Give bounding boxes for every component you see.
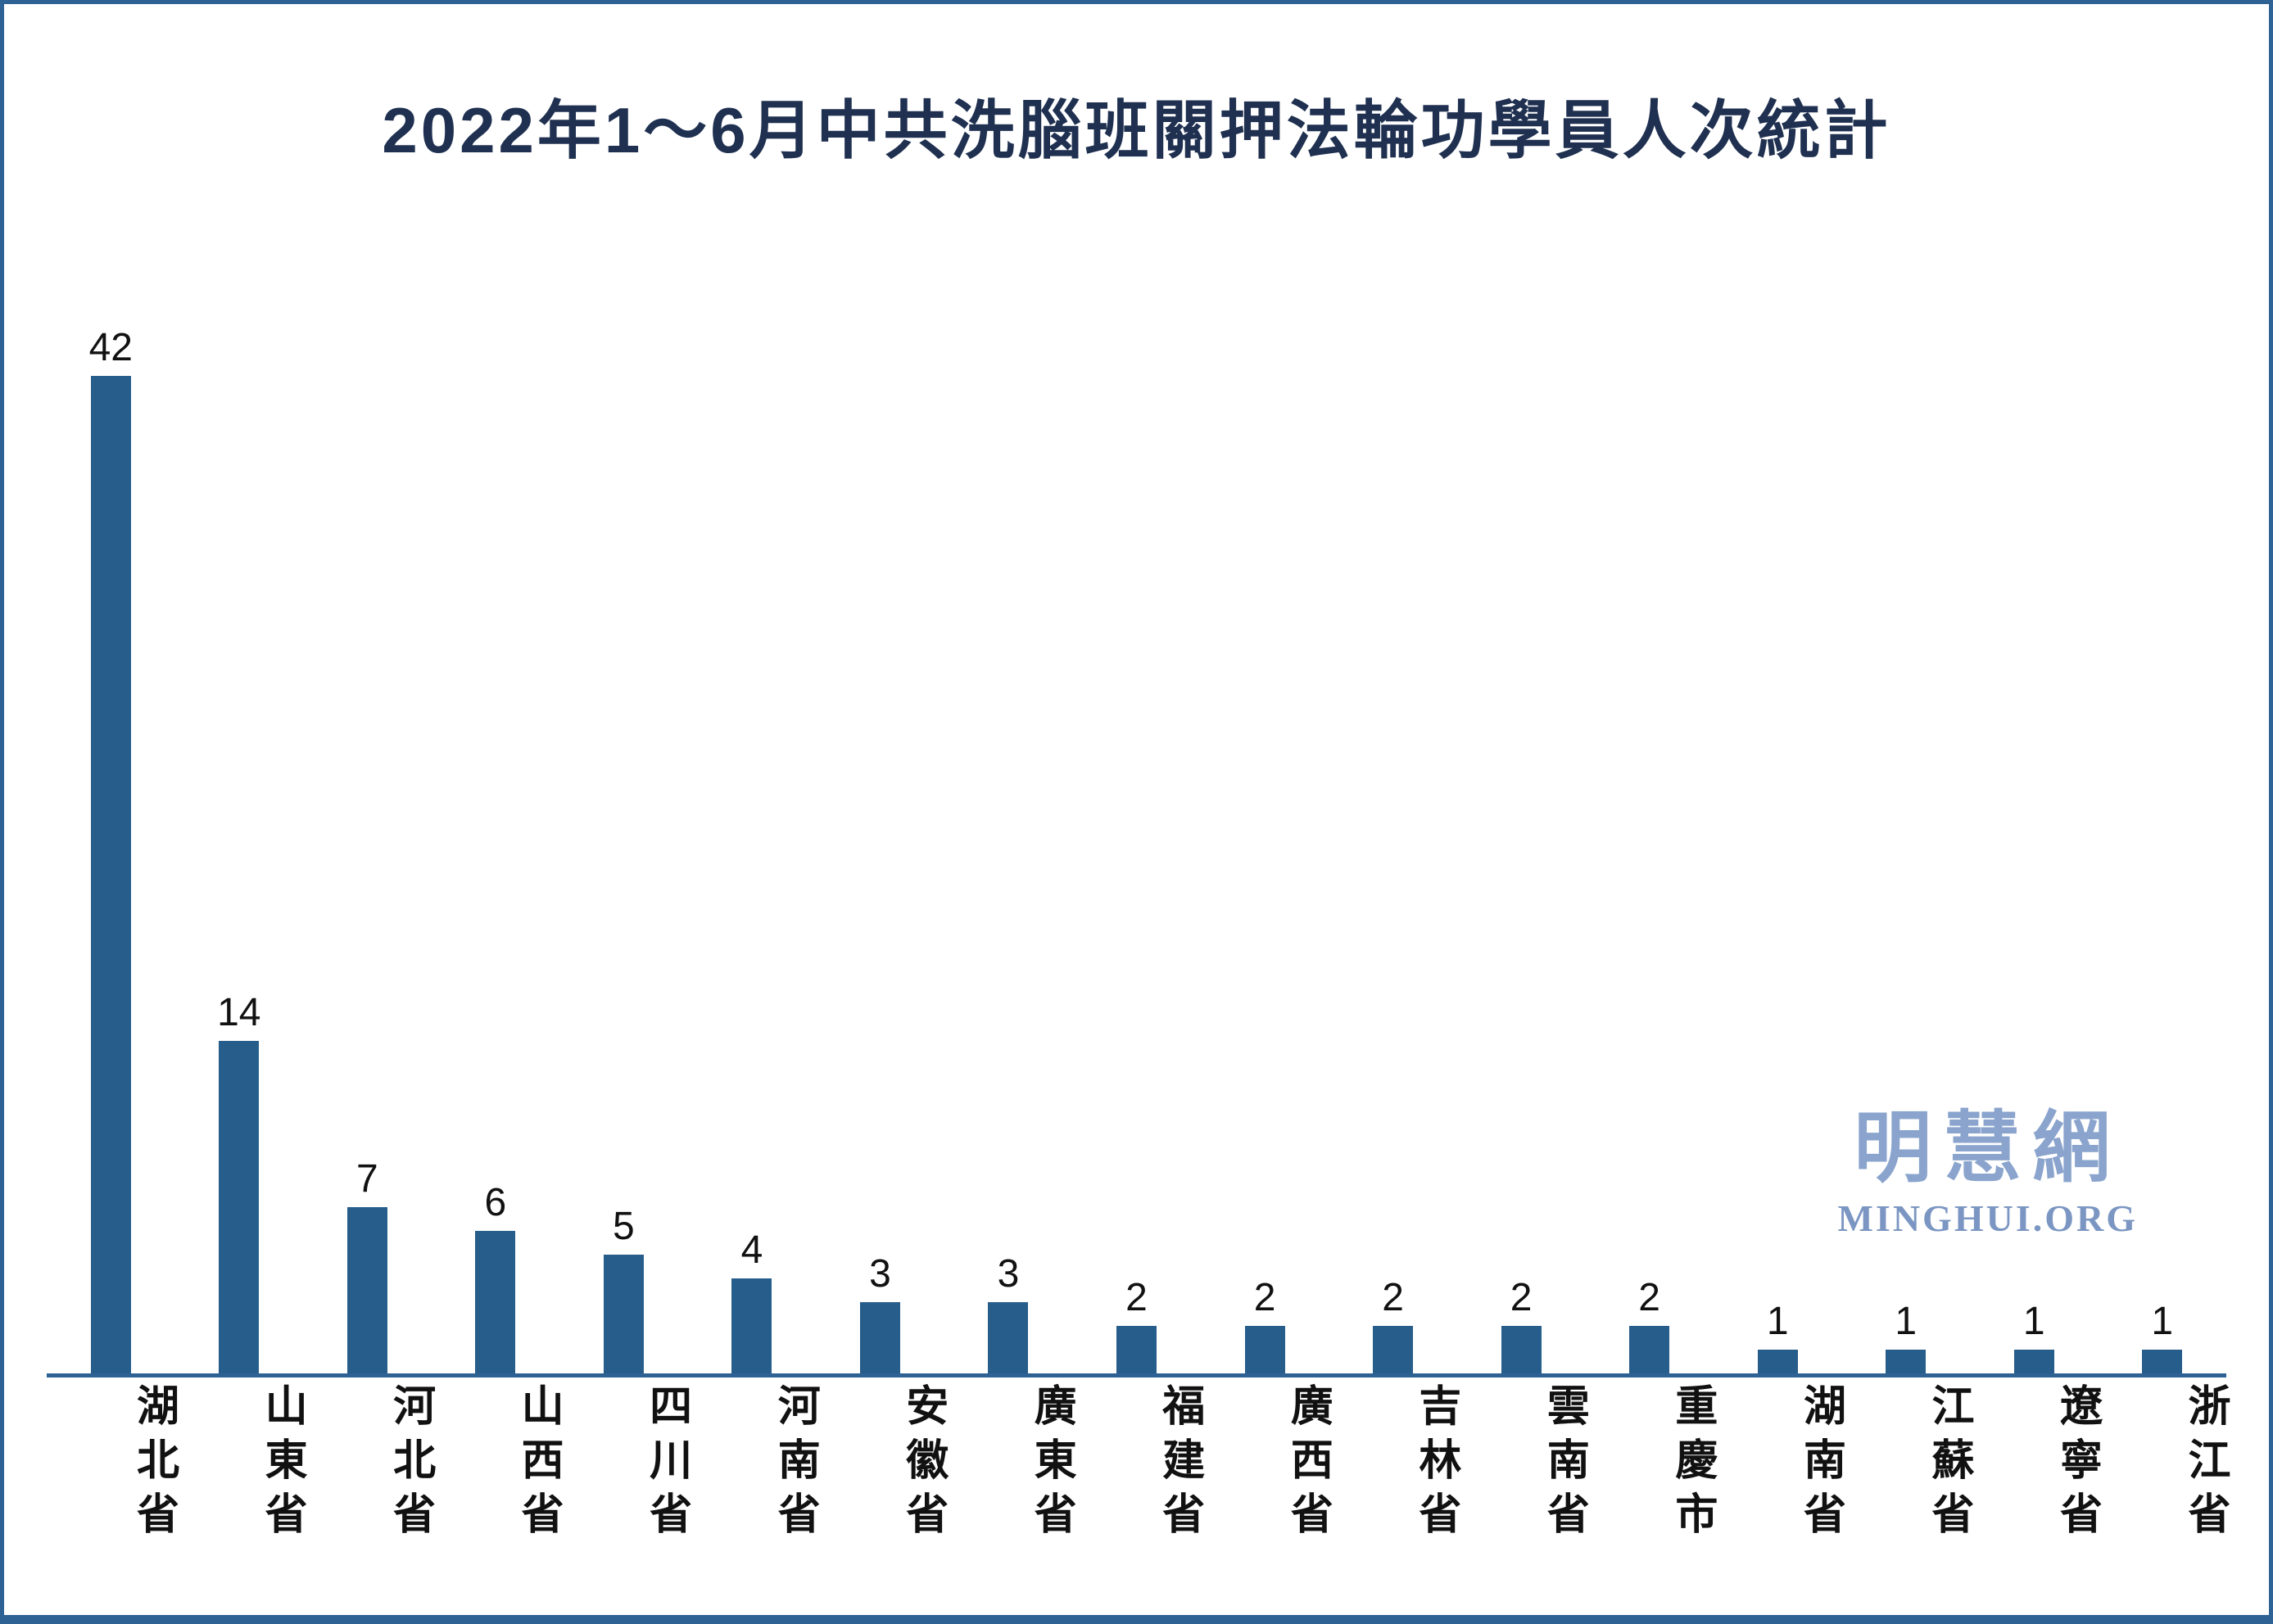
category-label: 福建省	[1155, 1383, 1203, 1545]
bar-group: 3	[944, 1255, 1073, 1373]
bar-value-label: 14	[217, 991, 261, 1034]
bar-group: 4	[688, 1231, 817, 1373]
bar-group: 5	[559, 1207, 688, 1373]
bar	[859, 1302, 900, 1373]
chart-title: 2022年1～6月中共洗腦班關押法輪功學員人次統計	[382, 94, 1891, 166]
bar	[1629, 1326, 1670, 1373]
bar-value-label: 2	[1253, 1276, 1276, 1319]
watermark: 明慧網 MINGHUI.ORG	[1838, 1106, 2139, 1240]
bar-value-label: 2	[1510, 1276, 1533, 1319]
bar	[1116, 1326, 1157, 1373]
category-label: 河北省	[386, 1383, 434, 1545]
bar	[731, 1278, 772, 1373]
bar-group: 14	[175, 993, 304, 1373]
category-labels: 湖北省 山東省 河北省 山西省 四川省 河南省 安徽省 廣東省 福建省 廣西省 吉林省 雲南省 重慶市 湖…	[47, 1383, 2230, 1567]
bar-value-label: 4	[740, 1228, 763, 1272]
bar	[346, 1207, 387, 1373]
bar	[988, 1302, 1029, 1373]
bar	[603, 1255, 644, 1373]
bar	[475, 1231, 516, 1373]
bar-value-label: 2	[1638, 1276, 1660, 1319]
bar-group: 1	[1714, 1302, 1842, 1373]
bar	[1501, 1326, 1542, 1373]
bar-group: 2	[1457, 1278, 1586, 1373]
category-label: 雲南省	[1540, 1383, 1588, 1545]
bar-value-label: 3	[869, 1252, 891, 1296]
bar-value-label: 5	[613, 1205, 635, 1248]
bar-value-label: 3	[997, 1252, 1020, 1296]
bar-value-label: 42	[88, 326, 133, 369]
bar-group: 3	[816, 1255, 944, 1373]
bar-group: 2	[1329, 1278, 1457, 1373]
watermark-site-name-en: MINGHUI.ORG	[1837, 1197, 2138, 1239]
category-label: 湖北省	[129, 1383, 178, 1545]
category-label: 遼寧省	[2053, 1383, 2101, 1545]
category-label: 山東省	[258, 1383, 306, 1545]
bar-value-label: 1	[2151, 1300, 2174, 1343]
bar-value-label: 2	[1382, 1276, 1404, 1319]
bar-value-label: 1	[1766, 1300, 1789, 1343]
category-label: 廣東省	[1027, 1383, 1075, 1545]
watermark-site-name-cn: 明慧網	[1854, 1105, 2122, 1192]
bar	[90, 376, 131, 1373]
bar	[1757, 1350, 1798, 1373]
bar-group: 1	[1841, 1302, 1970, 1373]
bar-value-label: 2	[1125, 1276, 1148, 1319]
bar-value-label: 7	[355, 1157, 378, 1201]
category-label: 浙江省	[2181, 1383, 2230, 1545]
category-label: 湖南省	[1796, 1383, 1845, 1545]
category-label: 江蘇省	[1924, 1383, 1972, 1545]
bar-group: 2	[1585, 1278, 1714, 1373]
bar-group: 42	[47, 328, 175, 1373]
category-label: 河南省	[771, 1383, 819, 1545]
bar	[1373, 1326, 1414, 1373]
bar	[2013, 1350, 2054, 1373]
bar	[1886, 1350, 1927, 1373]
bar	[219, 1041, 260, 1373]
bar-group: 2	[1072, 1278, 1201, 1373]
category-label: 四川省	[642, 1383, 691, 1545]
bar-group: 7	[303, 1160, 432, 1373]
category-label: 吉林省	[1411, 1383, 1460, 1545]
bar-value-label: 1	[1895, 1300, 1918, 1343]
bar-value-label: 1	[2022, 1300, 2045, 1343]
bar-value-label: 6	[484, 1181, 507, 1224]
bar	[2142, 1350, 2183, 1373]
plot-area: 42 14 7 6 5 4 3 3 2 2 2 2 2 1 1 1 1	[47, 313, 2226, 1377]
bar	[1244, 1326, 1285, 1373]
category-label: 山西省	[514, 1383, 563, 1545]
category-label: 重慶市	[1668, 1383, 1716, 1545]
category-label: 廣西省	[1284, 1383, 1332, 1545]
bar-group: 1	[1970, 1302, 2099, 1373]
category-label: 安徽省	[899, 1383, 947, 1545]
bar-group: 6	[432, 1183, 560, 1373]
bar-group: 2	[1201, 1278, 1329, 1373]
bar-group: 1	[2099, 1302, 2227, 1373]
